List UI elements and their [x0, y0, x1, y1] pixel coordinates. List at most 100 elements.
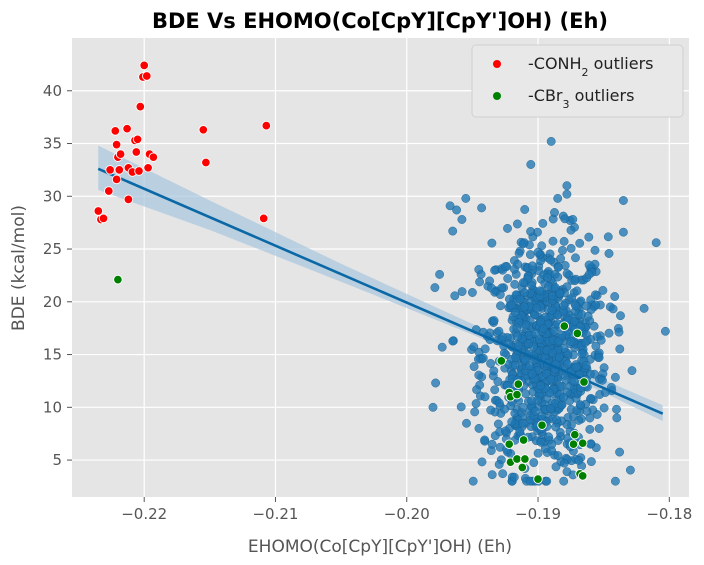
data-point — [558, 245, 567, 255]
data-point — [490, 265, 499, 275]
data-point — [540, 443, 550, 453]
data-point — [474, 423, 484, 433]
data-point — [615, 447, 624, 457]
y-axis-ticks: 5 10 15 20 25 30 35 40 — [43, 82, 72, 469]
data-point — [494, 459, 504, 469]
data-point — [559, 476, 569, 486]
conh2-outlier-point — [131, 147, 142, 157]
data-point — [612, 413, 622, 423]
data-point — [619, 227, 628, 237]
y-tick-label: 5 — [52, 451, 62, 469]
data-point — [538, 218, 548, 228]
y-tick-label: 25 — [43, 240, 62, 258]
data-point — [431, 378, 440, 388]
data-point — [535, 335, 544, 344]
cbr3-outlier-point — [520, 454, 530, 464]
data-point — [518, 278, 528, 287]
conh2-outlier-point — [201, 157, 211, 168]
cbr3-outlier-point — [496, 356, 507, 366]
data-point — [512, 323, 522, 333]
data-point — [523, 339, 533, 348]
data-point — [521, 389, 531, 399]
data-point — [589, 321, 599, 331]
data-point — [507, 300, 516, 310]
data-point — [489, 316, 499, 325]
data-point — [591, 341, 601, 351]
data-point — [542, 476, 552, 486]
y-tick-label: 35 — [43, 135, 62, 153]
y-tick-label: 40 — [43, 82, 62, 100]
data-point — [536, 381, 546, 390]
conh2-outlier-point — [261, 120, 272, 131]
data-point — [586, 393, 596, 403]
data-point — [519, 302, 529, 312]
data-point — [572, 286, 582, 296]
data-point — [468, 476, 478, 486]
data-point — [462, 418, 471, 428]
data-point — [450, 291, 460, 301]
data-point — [538, 323, 548, 333]
data-point — [477, 457, 487, 467]
data-point — [553, 451, 563, 460]
data-point — [474, 265, 484, 274]
cbr3-outlier-point — [568, 439, 579, 449]
x-axis-label: EHOMO(Co[CpY][CpY']OH) (Eh) — [248, 537, 512, 557]
data-point — [583, 311, 593, 321]
data-point — [445, 201, 455, 211]
data-point — [562, 269, 572, 278]
conh2-outlier-point — [258, 213, 269, 224]
data-point — [525, 361, 534, 371]
data-point — [590, 245, 600, 255]
data-point — [598, 375, 607, 385]
data-point — [596, 335, 606, 345]
data-point — [599, 403, 609, 413]
data-point — [556, 254, 565, 264]
conh2-outlier-point — [114, 165, 125, 175]
x-tick-label: −0.21 — [252, 505, 298, 523]
data-point — [514, 248, 524, 258]
data-point — [501, 426, 510, 436]
conh2-outlier-point — [142, 71, 152, 81]
data-point — [661, 326, 670, 336]
conh2-outlier-point — [123, 194, 134, 205]
data-point — [457, 287, 467, 296]
data-point — [494, 398, 504, 408]
legend-label-cbr3: -CBr3 outliers — [528, 86, 634, 111]
data-point — [571, 301, 580, 311]
data-point — [487, 470, 497, 480]
data-point — [486, 359, 495, 368]
data-point — [495, 290, 505, 299]
data-point — [543, 273, 552, 282]
data-point — [470, 407, 480, 417]
data-point — [529, 458, 539, 467]
data-point — [526, 160, 536, 169]
data-point — [570, 276, 580, 286]
x-tick-label: −0.22 — [121, 505, 167, 523]
legend-marker-cbr3 — [493, 92, 501, 100]
data-point — [527, 369, 537, 379]
data-point — [559, 458, 569, 468]
legend-box — [471, 44, 684, 118]
data-point — [477, 203, 486, 213]
data-point — [515, 294, 525, 304]
data-point — [457, 215, 467, 224]
data-point — [584, 270, 594, 279]
data-point — [553, 272, 563, 282]
data-point — [471, 399, 481, 408]
data-point — [574, 415, 584, 425]
conh2-outlier-point — [135, 101, 146, 112]
data-point — [530, 328, 540, 338]
data-point — [469, 342, 479, 352]
data-point — [500, 404, 509, 414]
data-point — [569, 376, 579, 386]
data-point — [503, 274, 513, 283]
data-point — [526, 227, 535, 236]
cbr3-outlier-point — [559, 321, 570, 331]
conh2-outlier-point — [110, 126, 121, 136]
data-point — [584, 260, 594, 270]
data-point — [510, 360, 520, 370]
data-point — [611, 372, 620, 382]
data-point — [520, 205, 530, 214]
data-point — [513, 219, 522, 229]
